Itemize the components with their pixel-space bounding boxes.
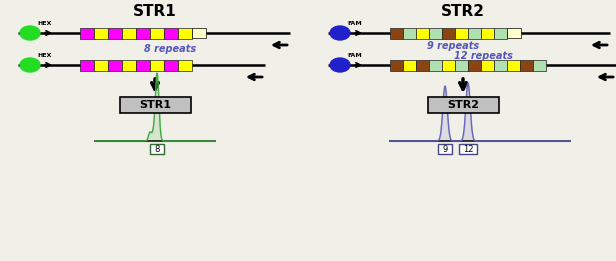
- FancyBboxPatch shape: [150, 144, 164, 154]
- Bar: [494, 60, 506, 70]
- Bar: [150, 60, 163, 70]
- Bar: [164, 27, 177, 39]
- Bar: [136, 27, 150, 39]
- Text: HEX: HEX: [37, 53, 51, 58]
- Text: 9: 9: [442, 145, 448, 153]
- FancyBboxPatch shape: [438, 144, 452, 154]
- Bar: [122, 60, 136, 70]
- Bar: [520, 60, 532, 70]
- FancyBboxPatch shape: [428, 97, 498, 113]
- Bar: [468, 27, 480, 39]
- Text: 8: 8: [155, 145, 160, 153]
- Bar: [416, 60, 429, 70]
- Bar: [468, 60, 480, 70]
- Text: STR1: STR1: [133, 4, 177, 19]
- Bar: [390, 27, 402, 39]
- Bar: [507, 28, 521, 38]
- Bar: [150, 27, 163, 39]
- Bar: [416, 27, 429, 39]
- Text: STR1: STR1: [139, 100, 171, 110]
- Bar: [94, 60, 108, 70]
- Bar: [390, 60, 402, 70]
- Bar: [455, 27, 468, 39]
- Bar: [403, 60, 416, 70]
- Text: 9 repeats: 9 repeats: [427, 41, 479, 51]
- Bar: [178, 60, 192, 70]
- FancyBboxPatch shape: [120, 97, 190, 113]
- Ellipse shape: [20, 26, 40, 40]
- Ellipse shape: [330, 26, 350, 40]
- Bar: [429, 27, 442, 39]
- Bar: [122, 27, 136, 39]
- Ellipse shape: [330, 58, 350, 72]
- Text: 8 repeats: 8 repeats: [144, 44, 196, 54]
- Text: FAM: FAM: [347, 21, 362, 26]
- Text: STR2: STR2: [447, 100, 479, 110]
- Bar: [429, 60, 442, 70]
- Bar: [481, 60, 493, 70]
- Bar: [164, 60, 177, 70]
- Text: 12 repeats: 12 repeats: [453, 51, 513, 61]
- FancyBboxPatch shape: [459, 144, 477, 154]
- Bar: [108, 60, 121, 70]
- Bar: [94, 27, 108, 39]
- Bar: [192, 28, 206, 38]
- Text: HEX: HEX: [37, 21, 51, 26]
- Bar: [403, 27, 416, 39]
- Bar: [494, 27, 506, 39]
- Bar: [533, 60, 546, 70]
- Bar: [455, 60, 468, 70]
- Text: STR2: STR2: [441, 4, 485, 19]
- Bar: [178, 27, 192, 39]
- Text: FAM: FAM: [347, 53, 362, 58]
- Bar: [80, 27, 94, 39]
- Bar: [442, 60, 455, 70]
- Bar: [507, 60, 519, 70]
- Text: 12: 12: [463, 145, 473, 153]
- Bar: [108, 27, 121, 39]
- Bar: [481, 27, 493, 39]
- Bar: [442, 27, 455, 39]
- Ellipse shape: [20, 58, 40, 72]
- Bar: [80, 60, 94, 70]
- Bar: [136, 60, 150, 70]
